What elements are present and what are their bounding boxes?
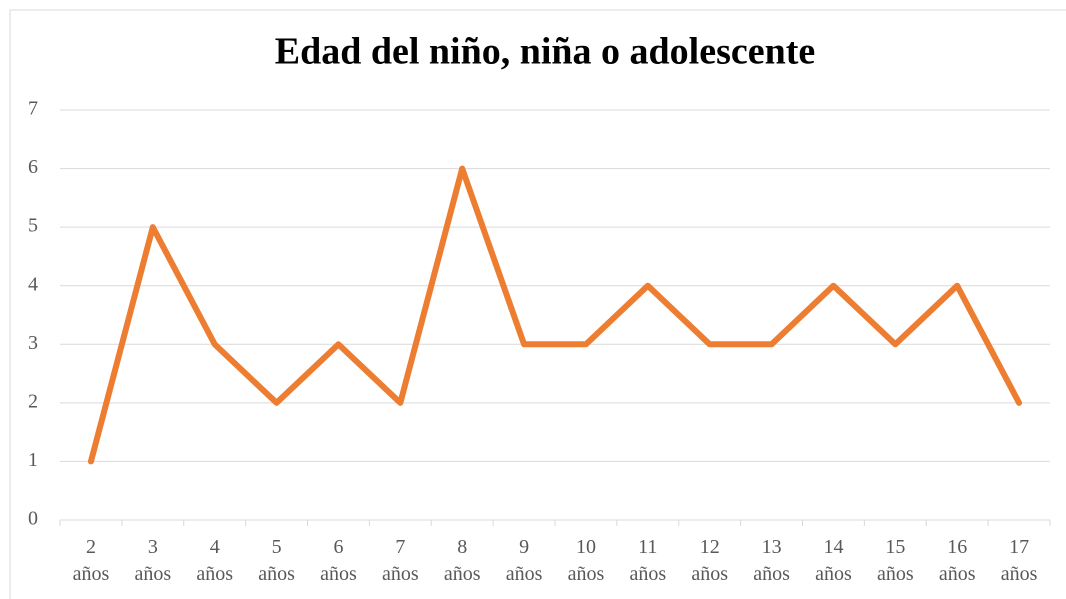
y-tick-label: 1 xyxy=(28,449,38,471)
x-tick-label: 2 años xyxy=(73,536,110,585)
y-tick-label: 6 xyxy=(28,156,38,178)
y-tick-label: 2 xyxy=(28,390,38,412)
y-tick-label: 5 xyxy=(28,215,38,237)
x-tick-label: 3 años xyxy=(134,536,171,585)
y-tick-label: 0 xyxy=(28,508,38,530)
x-tick-label: 11 años xyxy=(629,536,666,585)
x-tick-label: 14 años xyxy=(815,536,852,585)
x-tick-label: 16 años xyxy=(939,536,976,585)
x-tick-label: 15 años xyxy=(877,536,914,585)
y-tick-label: 3 xyxy=(28,332,38,354)
x-tick-label: 17 años xyxy=(1001,536,1038,585)
x-tick-label: 12 años xyxy=(691,536,728,585)
x-tick-label: 10 años xyxy=(568,536,605,585)
y-tick-label: 4 xyxy=(28,273,38,295)
x-tick-label: 4 años xyxy=(196,536,233,585)
x-tick-label: 7 años xyxy=(382,536,419,585)
y-tick-label: 7 xyxy=(28,98,38,120)
chart-title: Edad del niño, niña o adolescente xyxy=(275,31,816,73)
line xyxy=(87,165,1023,465)
chart-border xyxy=(9,9,1066,599)
x-tick-label: 8 años xyxy=(444,536,481,585)
x-tick-label: 5 años xyxy=(258,536,295,585)
x-tick-label: 9 años xyxy=(506,536,543,585)
x-tick-label: 13 años xyxy=(753,536,790,585)
x-tick-label: 6 años xyxy=(320,536,357,585)
